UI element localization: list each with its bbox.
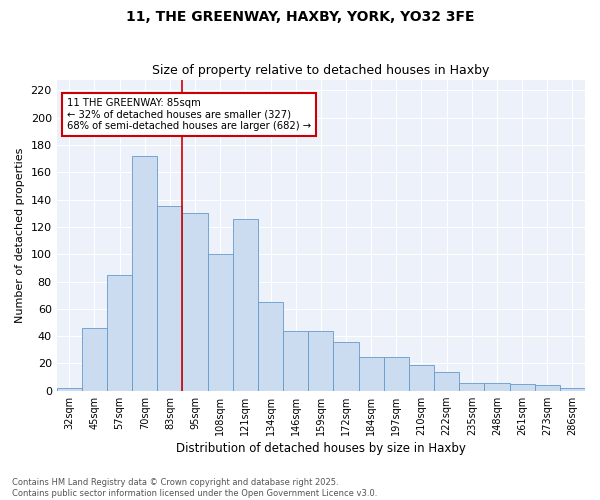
- Bar: [459, 382, 484, 390]
- Bar: [484, 382, 509, 390]
- Bar: [308, 330, 334, 390]
- Title: Size of property relative to detached houses in Haxby: Size of property relative to detached ho…: [152, 64, 490, 77]
- Bar: [359, 356, 384, 390]
- Bar: [258, 302, 283, 390]
- Bar: [208, 254, 233, 390]
- Bar: [283, 330, 308, 390]
- Text: Contains HM Land Registry data © Crown copyright and database right 2025.
Contai: Contains HM Land Registry data © Crown c…: [12, 478, 377, 498]
- Y-axis label: Number of detached properties: Number of detached properties: [15, 148, 25, 323]
- Text: 11 THE GREENWAY: 85sqm
← 32% of detached houses are smaller (327)
68% of semi-de: 11 THE GREENWAY: 85sqm ← 32% of detached…: [67, 98, 311, 132]
- Bar: [409, 365, 434, 390]
- Bar: [107, 274, 132, 390]
- Bar: [334, 342, 359, 390]
- Bar: [535, 385, 560, 390]
- Bar: [384, 356, 409, 390]
- Bar: [560, 388, 585, 390]
- Bar: [56, 388, 82, 390]
- X-axis label: Distribution of detached houses by size in Haxby: Distribution of detached houses by size …: [176, 442, 466, 455]
- Bar: [157, 206, 182, 390]
- Bar: [182, 214, 208, 390]
- Bar: [434, 372, 459, 390]
- Text: 11, THE GREENWAY, HAXBY, YORK, YO32 3FE: 11, THE GREENWAY, HAXBY, YORK, YO32 3FE: [126, 10, 474, 24]
- Bar: [233, 218, 258, 390]
- Bar: [132, 156, 157, 390]
- Bar: [509, 384, 535, 390]
- Bar: [82, 328, 107, 390]
